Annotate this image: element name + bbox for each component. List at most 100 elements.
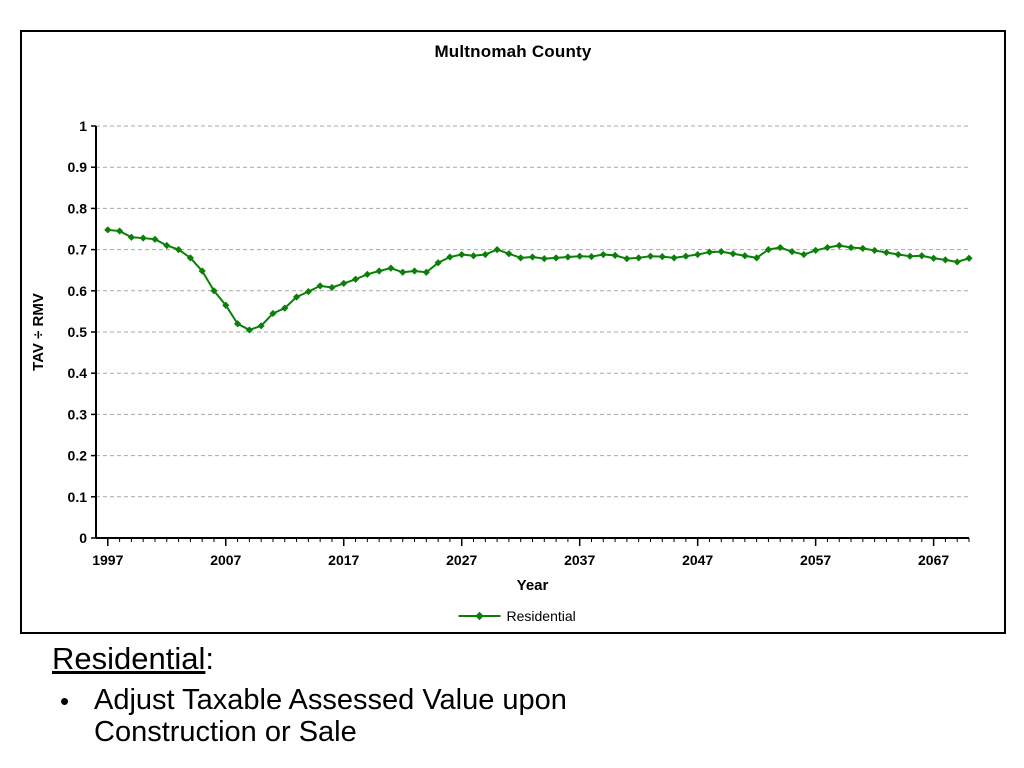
series-marker	[292, 293, 301, 301]
caption-heading-colon: :	[205, 641, 214, 676]
series-marker	[104, 226, 112, 234]
series-marker	[422, 268, 430, 276]
y-tick-label: 0.1	[68, 489, 88, 505]
caption-heading-word: Residential	[52, 641, 206, 676]
series-marker	[458, 250, 466, 259]
series-marker	[493, 246, 501, 254]
series-marker	[210, 287, 218, 295]
x-tick-label: 2027	[446, 552, 477, 568]
series-marker	[812, 246, 820, 255]
series-marker	[646, 252, 655, 260]
series-marker	[410, 267, 419, 275]
series-marker	[576, 252, 584, 260]
series-marker	[540, 255, 548, 263]
series-marker	[399, 268, 407, 276]
bullet-item: • Adjust Taxable Assessed Value upon Con…	[52, 684, 642, 749]
series-marker	[340, 279, 348, 287]
series-marker	[481, 250, 489, 259]
x-tick-label: 2047	[682, 552, 713, 568]
series-marker	[635, 254, 643, 262]
series-marker	[316, 282, 324, 290]
series-marker	[434, 259, 442, 267]
series-marker	[564, 253, 572, 261]
series-marker	[163, 241, 171, 250]
series-marker	[599, 250, 607, 259]
series-marker	[552, 254, 560, 262]
series-marker	[670, 254, 678, 262]
series-marker	[930, 254, 938, 262]
series-marker	[328, 283, 336, 292]
series-marker	[127, 233, 135, 241]
legend-marker	[475, 611, 484, 621]
series-marker	[151, 235, 159, 243]
caption-heading: Residential:	[52, 641, 642, 676]
y-tick-label: 0.5	[68, 324, 88, 340]
series-marker	[387, 264, 395, 272]
series-marker	[705, 248, 714, 256]
series-marker	[776, 243, 784, 252]
series-marker	[859, 244, 867, 252]
series-marker	[941, 256, 950, 264]
series-marker	[281, 304, 289, 312]
x-tick-label: 2037	[564, 552, 595, 568]
series-marker	[469, 252, 478, 260]
series-marker	[174, 246, 183, 254]
y-tick-label: 0.3	[68, 406, 88, 422]
series-marker	[871, 246, 879, 255]
y-tick-label: 0.4	[68, 365, 88, 381]
y-tick-label: 0.7	[68, 242, 88, 258]
x-tick-label: 2067	[918, 552, 949, 568]
series-marker	[658, 253, 666, 261]
y-tick-label: 0.8	[68, 200, 88, 216]
series-marker	[623, 255, 631, 263]
series-marker	[115, 227, 124, 235]
bullet-marker: •	[60, 686, 70, 717]
caption-block: Residential: • Adjust Taxable Assessed V…	[52, 641, 642, 749]
series-marker	[446, 253, 454, 261]
series-marker	[953, 258, 961, 266]
series-marker	[245, 326, 253, 334]
x-tick-label: 2007	[210, 552, 241, 568]
series-marker	[517, 254, 525, 262]
series-marker	[694, 250, 702, 259]
series-marker	[918, 252, 926, 260]
series-marker	[682, 252, 690, 260]
series-marker	[198, 267, 206, 275]
x-tick-label: 2057	[800, 552, 831, 568]
y-tick-label: 0	[79, 530, 87, 546]
chart-title: Multnomah County	[434, 42, 592, 61]
series-marker	[257, 322, 265, 330]
line-chart: 0 0.1 0.2 0.3 0.4 0.5 0.6 0.7 0.8 0.9 1 1997 2007 201…	[30, 118, 973, 624]
series-marker	[375, 267, 383, 275]
y-tick-label: 1	[79, 118, 87, 134]
bullet-text: Adjust Taxable Assessed Value upon Const…	[94, 684, 567, 748]
legend-label: Residential	[507, 608, 576, 624]
y-tick-label: 0.6	[68, 283, 88, 299]
series-marker	[139, 234, 147, 242]
series-marker	[847, 243, 855, 252]
series-marker	[363, 270, 371, 278]
y-tick-label: 0.2	[68, 448, 88, 464]
series-marker	[233, 320, 242, 328]
series-marker	[894, 250, 902, 259]
series-marker	[717, 248, 725, 256]
series-marker	[304, 288, 312, 296]
x-axis-title: Year	[517, 577, 549, 594]
x-tick-label: 1997	[92, 552, 123, 568]
series-marker	[882, 248, 891, 257]
series-marker	[528, 253, 537, 261]
series-marker	[788, 248, 796, 256]
y-tick-label: 0.9	[68, 159, 88, 175]
series-marker	[611, 251, 619, 259]
series-marker	[729, 250, 737, 258]
y-axis-title: TAV ÷ RMV	[30, 293, 47, 371]
series-marker	[906, 252, 914, 260]
x-tick-label: 2017	[328, 552, 359, 568]
series-marker	[351, 275, 360, 283]
series-marker	[741, 252, 749, 260]
chart-frame: Multnomah County 0 0.1 0.2 0.3 0.4 0.5 0.6 0.7 0…	[20, 30, 1006, 634]
series-marker	[505, 250, 513, 258]
series-marker	[800, 250, 808, 259]
series-marker	[764, 246, 773, 254]
series-marker	[823, 243, 832, 252]
